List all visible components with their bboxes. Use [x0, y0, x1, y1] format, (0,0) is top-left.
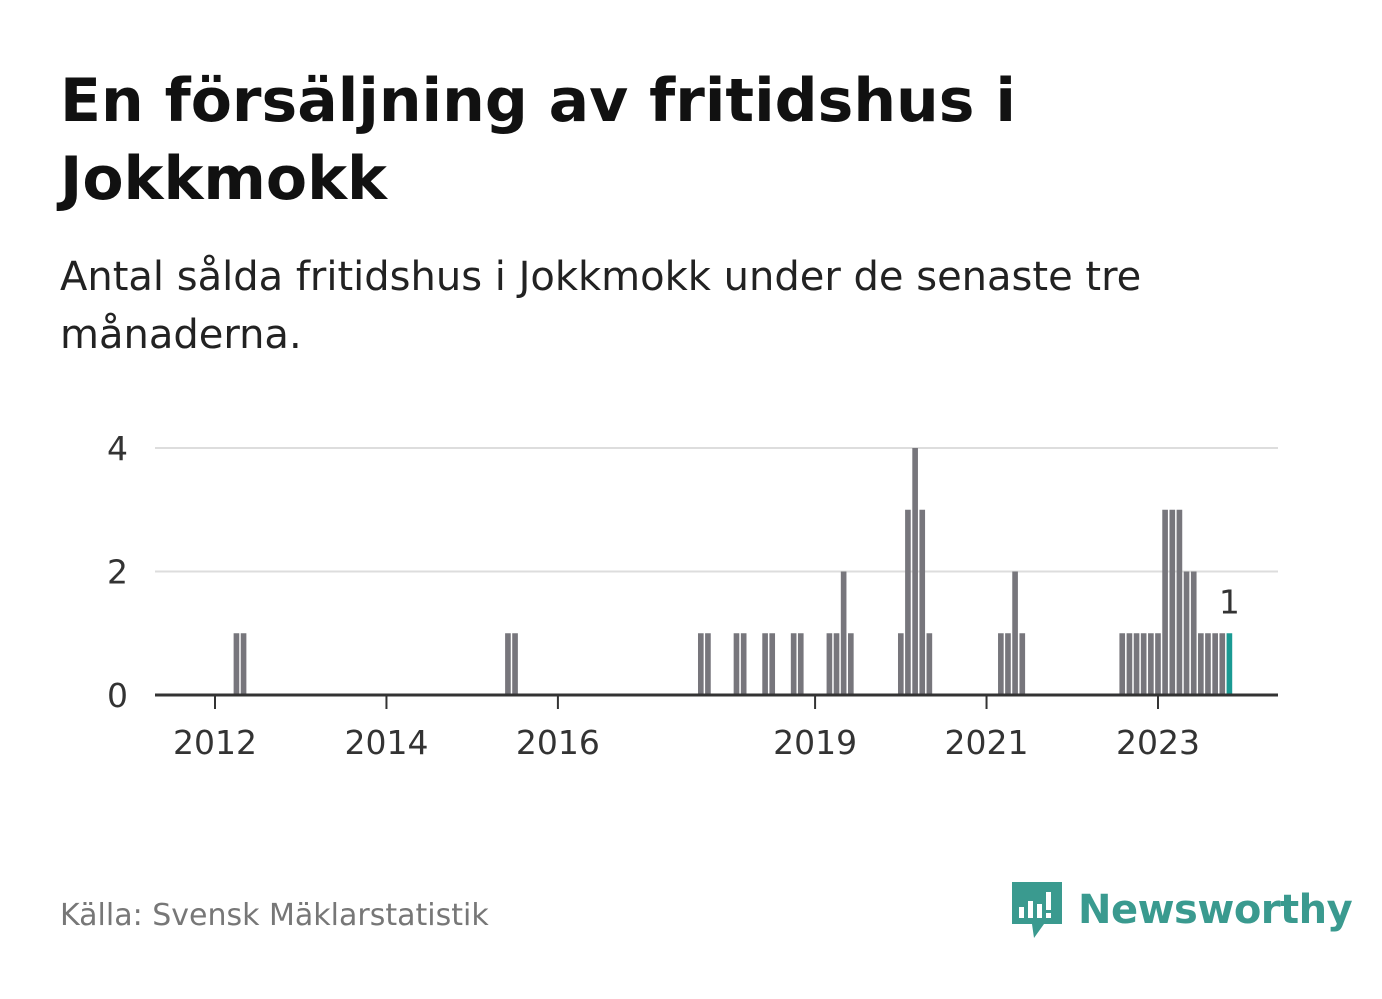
bar	[797, 633, 804, 695]
bar	[1176, 509, 1183, 695]
bar	[1148, 633, 1154, 695]
brand-name: Newsworthy	[1078, 887, 1353, 933]
bar	[840, 571, 847, 695]
bar	[848, 633, 854, 695]
bar	[1205, 633, 1211, 695]
y-tick-label: 2	[107, 553, 128, 592]
bar-latest	[1226, 633, 1233, 695]
bar	[1133, 633, 1140, 695]
bar	[790, 633, 797, 695]
bar	[1162, 509, 1168, 695]
x-tick-label: 2019	[773, 723, 857, 762]
bar	[1119, 633, 1126, 695]
bar	[1140, 633, 1147, 695]
bar	[1219, 633, 1226, 695]
bar	[240, 633, 247, 695]
bar	[1005, 633, 1011, 695]
chart-subtitle: Antal sålda fritidshus i Jokkmokk under …	[60, 254, 1142, 358]
y-tick-label: 0	[107, 676, 128, 715]
brand-logo[interactable]: Newsworthy	[1010, 880, 1353, 940]
bar	[740, 633, 747, 695]
bar	[1212, 633, 1218, 695]
bar	[998, 633, 1004, 695]
bar	[1126, 633, 1133, 695]
bar	[912, 448, 918, 695]
bar	[512, 633, 518, 695]
chart-title: En försäljning av fritidshus i Jokkmokk	[60, 66, 1016, 214]
bar	[233, 633, 240, 695]
bar	[897, 633, 904, 695]
bar	[762, 633, 768, 695]
bar	[1012, 571, 1018, 695]
bar	[1190, 571, 1197, 695]
data-label-latest: 1	[1219, 582, 1240, 621]
bar	[826, 633, 833, 695]
x-tick-label: 2021	[945, 723, 1029, 762]
bar	[1183, 571, 1190, 695]
bar	[769, 633, 776, 695]
bar	[505, 633, 511, 695]
bar	[833, 633, 840, 695]
bar	[1198, 633, 1204, 695]
x-tick-label: 2012	[173, 723, 257, 762]
bar	[1019, 633, 1026, 695]
x-tick-label: 2023	[1116, 723, 1200, 762]
x-tick-label: 2016	[516, 723, 600, 762]
bar	[1155, 633, 1161, 695]
bar	[926, 633, 933, 695]
bar	[919, 509, 926, 695]
bar	[905, 509, 911, 695]
y-tick-label: 4	[107, 429, 128, 468]
bar	[697, 633, 704, 695]
bar	[1169, 509, 1176, 695]
x-tick-label: 2014	[344, 723, 428, 762]
bar	[705, 633, 711, 695]
bar	[733, 633, 740, 695]
newsworthy-logo-icon	[1012, 882, 1062, 938]
source-note: Källa: Svensk Mäklarstatistik	[60, 898, 489, 933]
